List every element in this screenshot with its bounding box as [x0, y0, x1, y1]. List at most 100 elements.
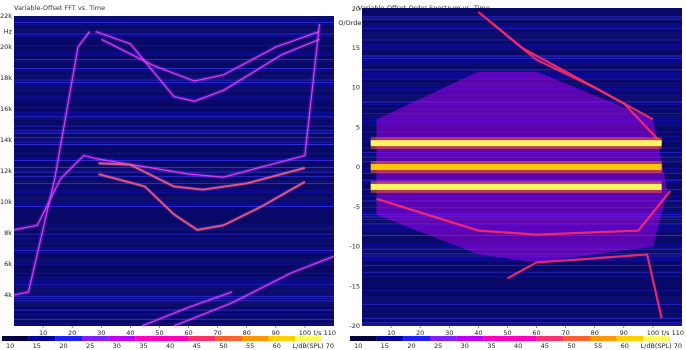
- x-tick-label: 20: [416, 329, 424, 337]
- x-tick-label: 70: [213, 329, 221, 337]
- y-tick-label: 14k: [0, 136, 12, 144]
- colorbar-tick-label: 40: [166, 342, 174, 350]
- colorbar-segment: [188, 336, 216, 341]
- y-unit-label: Hz: [4, 28, 13, 36]
- y-tick-label: 12k: [0, 167, 12, 175]
- order-trace: [506, 253, 663, 319]
- colorbar-segment: [162, 336, 189, 341]
- x-axis-end-label: t/s 110: [313, 329, 336, 337]
- order-band: [370, 164, 662, 170]
- colorbar-segment: [616, 336, 644, 341]
- x-tick-label: 10: [39, 329, 47, 337]
- y-tick-label: 6k: [4, 260, 12, 268]
- colorbar-tick-label: 20: [407, 342, 415, 350]
- order-trace: [492, 23, 654, 121]
- harmonic-trace-glow: [141, 290, 233, 328]
- colorbar-segment: [215, 336, 242, 341]
- x-tick-label: 100: [299, 329, 311, 337]
- x-tick-label: 50: [503, 329, 511, 337]
- colorbar-tick-label: 10: [6, 342, 14, 350]
- x-tick-label: 90: [620, 329, 628, 337]
- x-tick-label: 60: [184, 329, 192, 337]
- colorbar-segment: [563, 336, 590, 341]
- colorbar-tick-label: 40: [514, 342, 522, 350]
- y-tick-label: 10: [352, 84, 360, 92]
- colorbar-segment: [536, 336, 564, 341]
- colorbar-segment: [82, 336, 109, 341]
- x-tick-label: 30: [445, 329, 453, 337]
- y-tick-label: -10: [349, 243, 360, 251]
- harmonic-trace-glow: [13, 30, 92, 297]
- y-tick-label: 20k: [0, 43, 12, 51]
- colorbar-segment: [295, 336, 322, 341]
- colorbar-segment: [643, 336, 670, 341]
- harmonic-trace-glow: [98, 161, 306, 192]
- x-tick-label: 40: [474, 329, 482, 337]
- colorbar-tick-label: 55: [246, 342, 254, 350]
- harmonic-trace: [173, 255, 335, 327]
- colorbar-tick-label: 30: [113, 342, 121, 350]
- y-tick-label: 0: [356, 163, 360, 171]
- colorbar-label: L/dB(SPL) 70: [641, 342, 682, 350]
- harmonic-trace-glow: [173, 254, 335, 328]
- harmonic-trace: [98, 173, 306, 231]
- colorbar-tick-label: 30: [461, 342, 469, 350]
- colorbar-segment: [376, 336, 404, 341]
- x-tick-label: 80: [243, 329, 251, 337]
- colorbar-tick-label: 10: [354, 342, 362, 350]
- colorbar-segment: [483, 336, 510, 341]
- colorbar-tick-label: 45: [541, 342, 549, 350]
- y-tick-label: 5: [356, 123, 360, 131]
- x-tick-label: 30: [97, 329, 105, 337]
- colorbar-segment: [403, 336, 430, 341]
- colorbar-segment: [242, 336, 269, 341]
- y-top-label: 20: [352, 5, 360, 13]
- y-tick-label: -15: [349, 282, 360, 290]
- colorbar-tick-label: 50: [567, 342, 575, 350]
- y-tick-label: 18k: [0, 74, 12, 82]
- colorbar-tick-label: 45: [193, 342, 201, 350]
- colorbar-segment: [456, 336, 484, 341]
- colorbar-tick-label: 35: [139, 342, 147, 350]
- x-tick-label: 80: [591, 329, 599, 337]
- fft-chart: 10 20 30 40 50 60 70 80 90 100 t/s 11022k20k18k16k…: [0, 12, 336, 350]
- plot-area-0: [14, 16, 334, 326]
- y-tick-label: 16k: [0, 105, 12, 113]
- harmonic-trace: [98, 162, 306, 191]
- y-unit-label: O/Order: [338, 19, 364, 27]
- x-tick-label: 70: [561, 329, 569, 337]
- y-tick-label: 22k: [0, 12, 12, 20]
- harmonic-trace: [13, 23, 321, 231]
- fft-traces: [13, 23, 335, 328]
- x-tick-label: 100: [647, 329, 659, 337]
- harmonic-trace: [13, 31, 91, 296]
- y-tick-label: -5: [354, 203, 360, 211]
- colorbar-tick-label: 15: [381, 342, 389, 350]
- y-tick-label: 10k: [0, 198, 12, 206]
- x-tick-label: 50: [155, 329, 163, 337]
- y-tick-label: 4k: [4, 291, 12, 299]
- colorbar-tick-label: 50: [219, 342, 227, 350]
- colorbar-segment: [108, 336, 136, 341]
- spectral-texture-0: [14, 17, 334, 325]
- colorbar-segment: [268, 336, 296, 341]
- order-panel: Variable-Offset Order Spectrum vs. Time …: [338, 0, 686, 350]
- colorbar-tick-label: 25: [86, 342, 94, 350]
- colorbar-segment: [510, 336, 537, 341]
- colorbar-tick-label: 20: [59, 342, 67, 350]
- colorbar-segment: [28, 336, 56, 341]
- fft-panel: Variable-Offset FFT vs. Time 10 20 30 40 50 6…: [0, 0, 342, 350]
- x-tick-label: 40: [126, 329, 134, 337]
- harmonic-trace-glow: [94, 29, 321, 104]
- y-tick-label: 8k: [4, 229, 12, 237]
- order-band: [370, 183, 662, 190]
- x-tick-label: 60: [532, 329, 540, 337]
- x-axis-end-label: t/s 110: [661, 329, 684, 337]
- colorbar-tick-label: 25: [434, 342, 442, 350]
- order-chart: 10 20 30 40 50 60 70 80 90 100 t/s 110151050-5-10-…: [338, 5, 684, 350]
- order-trace: [376, 190, 672, 236]
- x-tick-label: 10: [387, 329, 395, 337]
- colorbar-tick-label: 60: [621, 342, 629, 350]
- colorbar-segment: [2, 336, 29, 341]
- fft-title: Variable-Offset FFT vs. Time: [14, 4, 106, 12]
